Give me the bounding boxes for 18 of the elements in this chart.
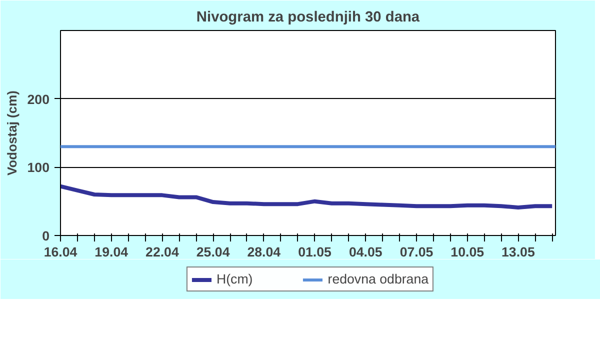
- line-series: [60, 184, 554, 210]
- y-axis-title: Vodostaj (cm): [4, 90, 20, 176]
- chart-title: Nivogram za poslednjih 30 dana: [196, 10, 420, 26]
- x-tick-label: 04.05: [348, 244, 383, 260]
- y-tick-label: 0: [42, 228, 50, 244]
- legend-label: H(cm): [216, 272, 253, 286]
- x-tick-label: 01.05: [298, 244, 332, 260]
- x-tick-label: 07.05: [400, 244, 434, 260]
- y-tick-label: 200: [27, 92, 50, 107]
- x-tick-label: 28.04: [247, 244, 282, 260]
- x-tick-label: 25.04: [196, 244, 230, 260]
- x-tick-label: 22.04: [146, 244, 180, 260]
- y-tick-label: 100: [27, 160, 50, 176]
- legend-label: redovna odbrana: [328, 272, 429, 286]
- x-tick-label: 13.05: [502, 244, 536, 260]
- x-tick-label: 16.04: [44, 244, 78, 260]
- x-tick-label: 19.04: [94, 244, 129, 260]
- x-tick-label: 10.05: [450, 244, 485, 260]
